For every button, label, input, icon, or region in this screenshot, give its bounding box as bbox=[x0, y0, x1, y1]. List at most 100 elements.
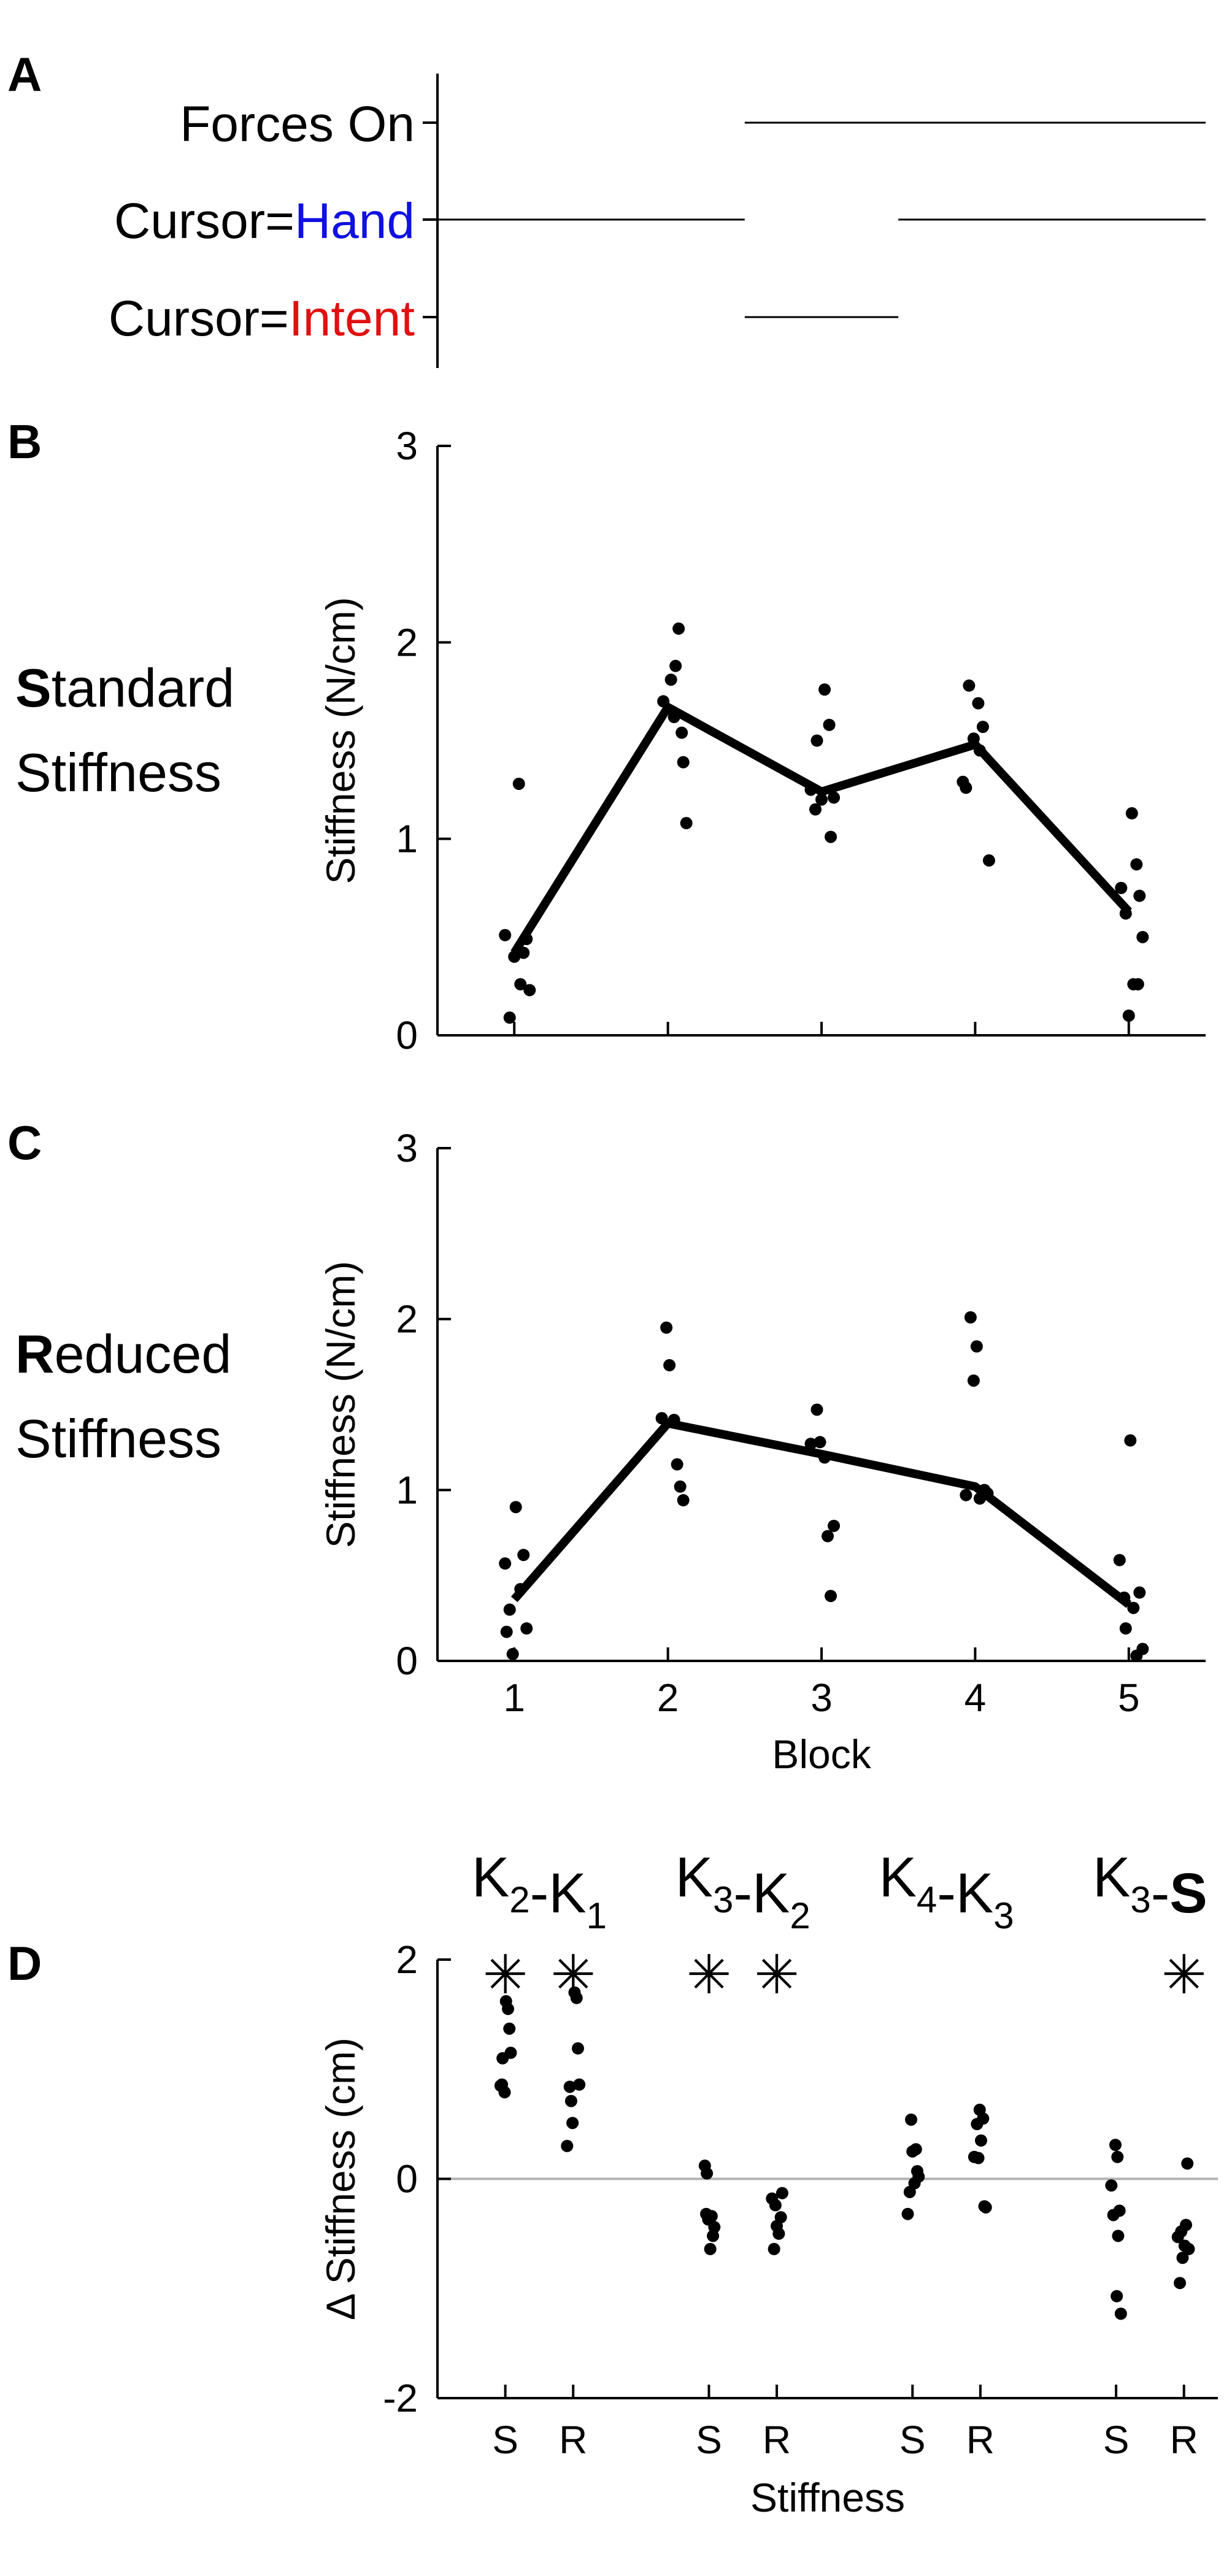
data-point bbox=[1130, 858, 1143, 871]
data-point bbox=[1118, 1591, 1131, 1604]
data-point bbox=[815, 793, 828, 806]
data-point bbox=[1119, 1622, 1132, 1635]
side-label-line1: Standard bbox=[15, 657, 234, 718]
timeline-row-label-part: Forces On bbox=[180, 96, 415, 152]
data-point bbox=[1127, 978, 1140, 991]
comparison-label-part: S bbox=[1169, 1862, 1207, 1925]
data-point bbox=[520, 933, 533, 946]
y-axis-label: Stiffness (N/cm) bbox=[318, 1261, 363, 1548]
y-tick-label: 0 bbox=[396, 2157, 418, 2201]
data-point bbox=[508, 950, 521, 963]
comparison-label-subscript: 2 bbox=[509, 1879, 529, 1920]
comparison-label-subscript: 4 bbox=[917, 1879, 937, 1920]
x-tick-label: S bbox=[492, 2418, 518, 2462]
data-point bbox=[674, 1480, 687, 1493]
y-tick-label: 0 bbox=[396, 1639, 418, 1683]
data-point bbox=[828, 791, 841, 804]
comparison-label-part: K bbox=[676, 1846, 713, 1909]
data-point bbox=[981, 1487, 994, 1500]
x-tick-label: R bbox=[559, 2418, 587, 2462]
data-point bbox=[964, 1311, 977, 1324]
data-point bbox=[822, 1530, 834, 1543]
data-point bbox=[810, 1403, 823, 1416]
data-point bbox=[677, 756, 690, 769]
comparison-label: K3-K2 bbox=[676, 1846, 810, 1936]
data-point bbox=[701, 2167, 714, 2180]
x-tick-label: 3 bbox=[810, 1676, 833, 1720]
y-tick-label: 2 bbox=[396, 1938, 418, 1982]
data-point bbox=[970, 1340, 983, 1353]
data-point bbox=[1136, 930, 1149, 943]
data-point bbox=[823, 718, 836, 731]
data-point bbox=[664, 673, 677, 686]
data-point bbox=[496, 2078, 509, 2091]
data-point bbox=[1113, 1554, 1126, 1566]
data-point bbox=[960, 781, 972, 794]
x-tick-label: 2 bbox=[657, 1676, 679, 1720]
x-tick-label: R bbox=[966, 2418, 995, 2462]
data-point bbox=[818, 1451, 831, 1464]
side-label-line2: Stiffness bbox=[15, 742, 221, 803]
data-point bbox=[704, 2242, 717, 2255]
data-point bbox=[769, 2199, 782, 2212]
data-point bbox=[1111, 2290, 1123, 2302]
timeline-row-label-part: Hand bbox=[295, 193, 415, 249]
y-tick-label: 3 bbox=[396, 424, 418, 468]
comparison-label-part: -K bbox=[937, 1862, 993, 1925]
data-point bbox=[561, 2139, 574, 2152]
mean-line bbox=[510, 703, 1132, 956]
data-point bbox=[1114, 2307, 1127, 2320]
comparison-label-part: -K bbox=[530, 1862, 587, 1925]
y-axis-label: Stiffness (N/cm) bbox=[318, 597, 363, 884]
data-point bbox=[804, 783, 817, 796]
data-point bbox=[571, 2042, 584, 2055]
timeline-row-label-part: Cursor= bbox=[109, 291, 289, 347]
data-point bbox=[804, 1438, 817, 1451]
data-point bbox=[1119, 907, 1132, 920]
timeline-row-label-part: Cursor= bbox=[114, 193, 295, 249]
data-point bbox=[523, 984, 536, 997]
timeline-row-label: Cursor=Intent bbox=[109, 291, 415, 347]
data-point bbox=[705, 2210, 718, 2223]
data-point bbox=[669, 659, 682, 672]
side-label-rest: educed bbox=[55, 1324, 232, 1384]
comparison-label-part: K bbox=[879, 1846, 917, 1909]
data-point bbox=[1124, 1434, 1137, 1447]
x-tick-label: R bbox=[1170, 2418, 1198, 2462]
panel-letter: B bbox=[7, 415, 42, 469]
comparison-label-subscript: 1 bbox=[587, 1895, 607, 1936]
data-point bbox=[672, 622, 685, 635]
data-point bbox=[499, 1557, 512, 1570]
data-point bbox=[967, 732, 980, 745]
data-point bbox=[708, 2221, 721, 2234]
data-point bbox=[1133, 889, 1146, 902]
data-point bbox=[825, 830, 837, 843]
data-point bbox=[514, 978, 527, 991]
data-point bbox=[776, 2187, 788, 2199]
data-point bbox=[1109, 2139, 1122, 2152]
x-tick-label: S bbox=[899, 2418, 926, 2462]
data-point bbox=[668, 1414, 680, 1427]
data-point bbox=[909, 2143, 922, 2156]
panel-b-standard-stiffness: B Standard Stiffness 0 1 2 3 Stiffness (N/cm) bbox=[7, 415, 1206, 1057]
data-point bbox=[1181, 2157, 1194, 2170]
data-point bbox=[506, 1647, 519, 1660]
y-tick-label: -2 bbox=[383, 2376, 418, 2420]
timeline-row-label: Cursor=Hand bbox=[114, 193, 415, 249]
x-tick-label: 5 bbox=[1118, 1676, 1140, 1720]
data-point bbox=[1133, 1586, 1146, 1599]
data-point bbox=[1105, 2179, 1118, 2192]
comparison-label: K2-K1 bbox=[472, 1846, 607, 1936]
data-point bbox=[1125, 807, 1138, 820]
y-tick-label: 2 bbox=[396, 1297, 418, 1341]
data-point bbox=[976, 721, 989, 734]
data-point bbox=[509, 1501, 522, 1514]
significance-asterisk: ✳ bbox=[754, 1944, 799, 2005]
y-tick-label: 3 bbox=[396, 1126, 418, 1170]
data-point bbox=[660, 1321, 673, 1334]
data-point bbox=[504, 2046, 517, 2059]
comparison-label-subscript: 3 bbox=[1130, 1879, 1150, 1920]
data-point bbox=[517, 1549, 530, 1562]
data-point bbox=[502, 2003, 515, 2015]
